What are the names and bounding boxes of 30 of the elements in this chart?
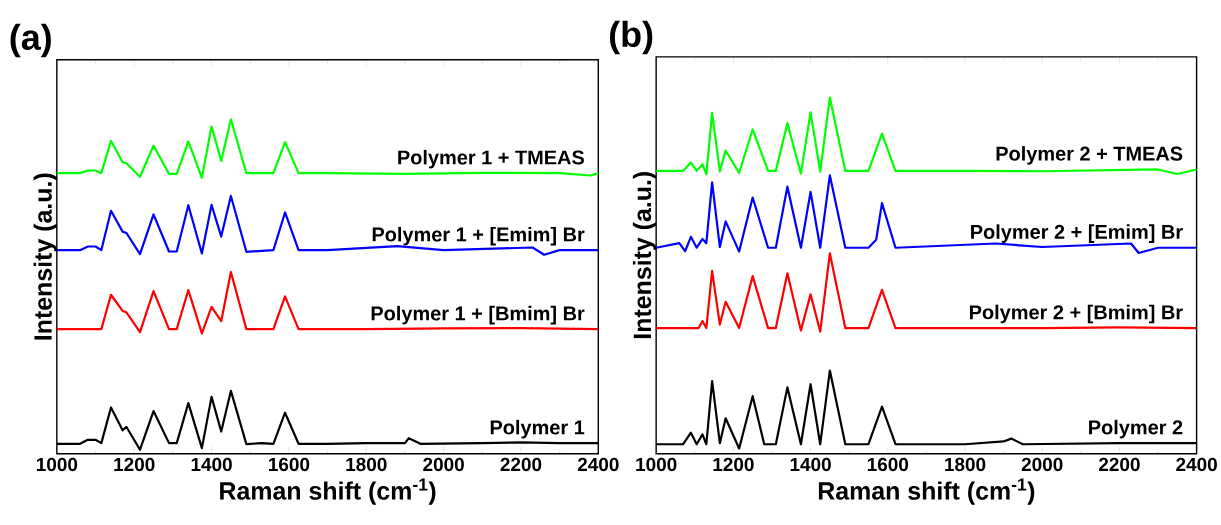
series-label: Polymer 2 + [Bmim] Br [969, 304, 1183, 324]
x-tick-label: 2200 [500, 457, 542, 472]
series-label: Polymer 1 + [Emim] Br [372, 227, 585, 246]
x-tick-label: 1000 [636, 457, 677, 472]
text: (b) [609, 20, 653, 55]
x-tick-label: 2200 [1098, 457, 1140, 472]
text: (a) [10, 23, 51, 58]
x-tick-label: 1600 [867, 457, 909, 472]
series-label: Polymer 2 + [Emim] Br [971, 224, 1183, 244]
x-tick-label: 1800 [346, 457, 387, 472]
x-tick-label: 1400 [191, 457, 232, 472]
x-axis-title: Raman shift (cm$^{-1}$) [818, 478, 1035, 505]
y-axis-title: Intensity (a.u.) [632, 172, 657, 339]
x-tick-label: 1600 [269, 457, 310, 472]
x-tick-label: 1200 [114, 457, 155, 472]
series-label: Polymer 1 [490, 420, 585, 439]
x-tick-label: 2400 [577, 457, 619, 472]
x-axis-title: Raman shift (cm$^{-1}$) [220, 478, 436, 505]
x-tick-label: 1400 [790, 457, 831, 472]
series-label: Polymer 2 [1089, 420, 1183, 439]
series-label: Polymer 2 + TMEAS [996, 146, 1183, 165]
x-tick-label: 1800 [945, 457, 986, 472]
series-label: Polymer 1 + [Bmim] Br [371, 306, 585, 325]
x-tick-label: 1000 [36, 457, 78, 472]
x-tick-label: 2000 [423, 457, 464, 472]
x-tick-label: 1200 [713, 457, 754, 472]
x-tick-label: 2000 [1021, 457, 1063, 472]
y-axis-title: Intensity (a.u.) [33, 173, 57, 340]
series-label: Polymer 1 + TMEAS [398, 150, 584, 169]
x-tick-label: 2400 [1176, 457, 1217, 472]
